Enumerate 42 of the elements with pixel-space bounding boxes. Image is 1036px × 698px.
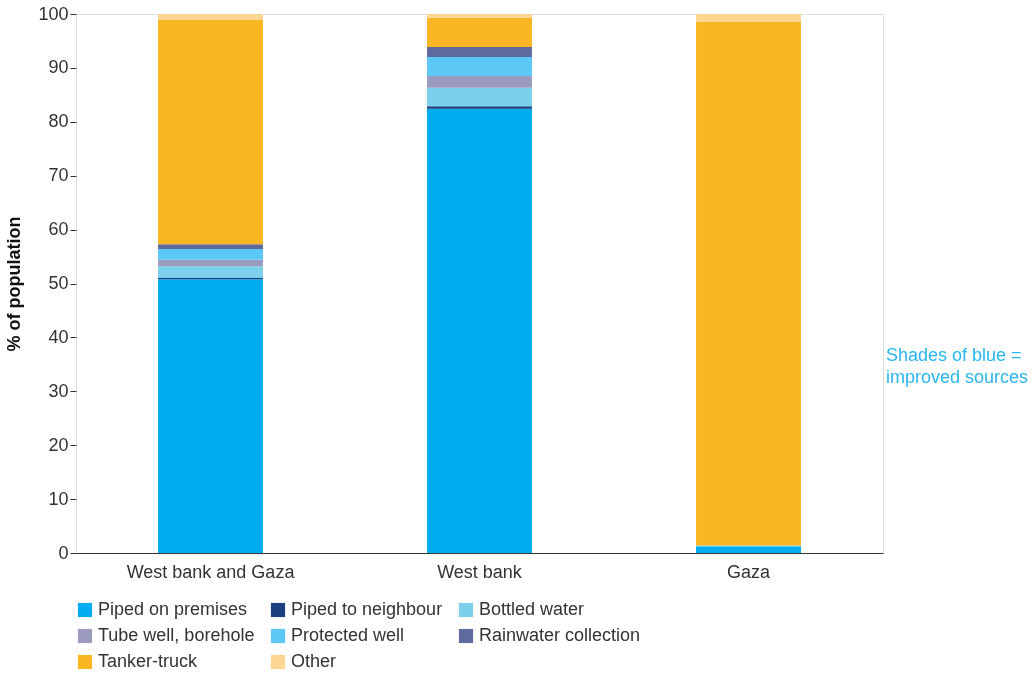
- bar: [696, 22, 801, 546]
- bar: [427, 106, 532, 109]
- bar: [158, 19, 263, 245]
- bar: [696, 14, 801, 23]
- bar: [427, 87, 532, 107]
- y-tick-label: 10: [48, 488, 69, 509]
- legend-label: Tube well, borehole: [98, 625, 255, 645]
- legend-label: Other: [291, 651, 337, 671]
- y-tick-label: 50: [48, 273, 69, 293]
- x-tick-label: West bank: [437, 561, 523, 582]
- text: Shades of blue = improved sources: [886, 345, 1029, 388]
- bar: [427, 108, 532, 553]
- y-tick-label: 80: [48, 111, 69, 132]
- legend-label: Tanker-truck: [98, 651, 199, 671]
- bar: [158, 279, 263, 553]
- bar: [427, 17, 532, 47]
- y-tick-label: 100: [38, 3, 69, 24]
- bar: [427, 75, 532, 88]
- bar: [427, 46, 532, 58]
- bar: [158, 266, 263, 279]
- legend-label: Protected well: [291, 625, 405, 645]
- legend-label: Piped to neighbour: [291, 599, 443, 619]
- y-tick-label: 90: [48, 57, 69, 78]
- legend-label: Bottled water: [479, 599, 585, 619]
- bar: [427, 14, 532, 18]
- x-tick-label: West bank and Gaza: [126, 561, 296, 582]
- legend-label: Piped on premises: [98, 599, 248, 619]
- bar: [427, 57, 532, 76]
- bar: [696, 547, 801, 553]
- y-axis-title: % of population: [4, 216, 25, 352]
- bar: [158, 249, 263, 260]
- y-tick-label: 60: [48, 219, 69, 240]
- bar: [158, 259, 263, 267]
- y-tick-label: 0: [58, 542, 69, 563]
- y-tick-label: 70: [48, 165, 69, 186]
- x-tick-label: Gaza: [726, 561, 771, 582]
- bar: [158, 14, 263, 20]
- y-tick-label: 20: [48, 434, 69, 455]
- legend-label: Rainwater collection: [479, 625, 641, 645]
- y-tick-label: 30: [48, 380, 69, 401]
- bar: [158, 244, 263, 249]
- y-tick-label: 40: [48, 326, 69, 347]
